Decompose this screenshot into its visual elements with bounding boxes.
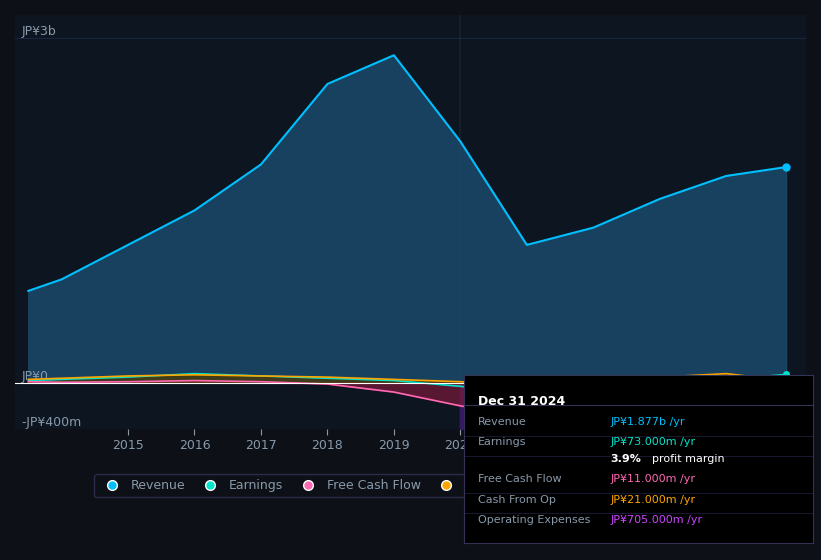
Text: Earnings: Earnings (478, 437, 526, 447)
Text: JP¥21.000m /yr: JP¥21.000m /yr (610, 494, 695, 505)
Text: JP¥3b: JP¥3b (21, 25, 57, 38)
Text: JP¥11.000m /yr: JP¥11.000m /yr (610, 474, 695, 484)
Text: -JP¥400m: -JP¥400m (21, 416, 82, 429)
Legend: Revenue, Earnings, Free Cash Flow, Cash From Op, Operating Expenses: Revenue, Earnings, Free Cash Flow, Cash … (94, 474, 727, 497)
Text: JP¥0: JP¥0 (21, 370, 48, 383)
Text: 3.9%: 3.9% (610, 454, 641, 464)
Text: Revenue: Revenue (478, 417, 526, 427)
Text: Free Cash Flow: Free Cash Flow (478, 474, 562, 484)
Text: Operating Expenses: Operating Expenses (478, 515, 590, 525)
Text: Dec 31 2024: Dec 31 2024 (478, 395, 565, 408)
Text: profit margin: profit margin (653, 454, 725, 464)
Text: Cash From Op: Cash From Op (478, 494, 556, 505)
Text: JP¥73.000m /yr: JP¥73.000m /yr (610, 437, 695, 447)
Text: JP¥1.877b /yr: JP¥1.877b /yr (610, 417, 685, 427)
Text: JP¥705.000m /yr: JP¥705.000m /yr (610, 515, 703, 525)
